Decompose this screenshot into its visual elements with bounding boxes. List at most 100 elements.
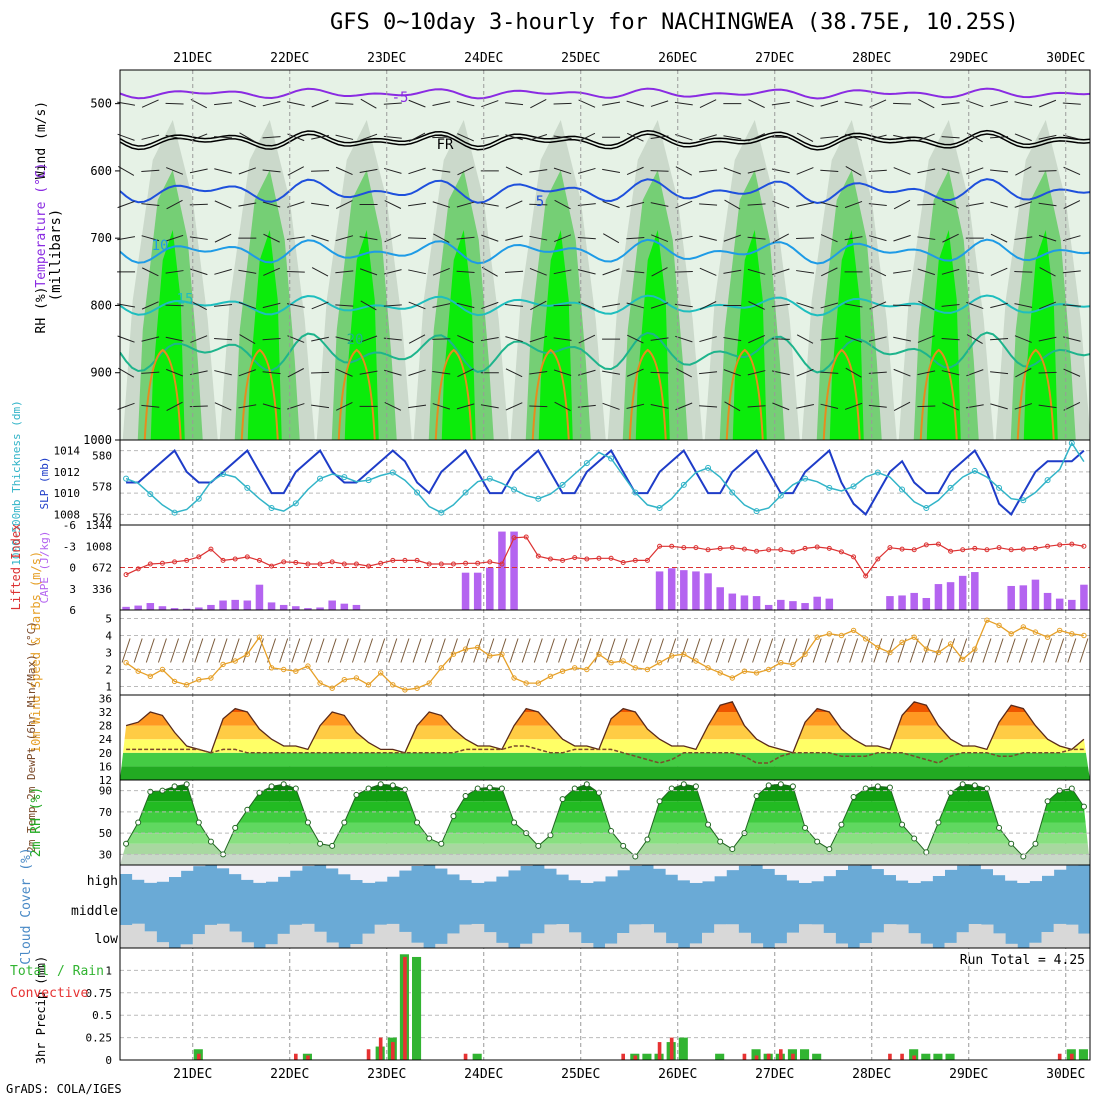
wind-barb bbox=[505, 270, 524, 273]
wind-barb bbox=[796, 334, 814, 344]
cloud-low bbox=[835, 943, 848, 948]
wind-barb bbox=[262, 201, 281, 208]
cape-bar bbox=[498, 531, 506, 610]
li-marker bbox=[1057, 542, 1063, 548]
wind-barb bbox=[433, 233, 450, 243]
thick-ylabel: 1000-500mb Thickness (dm) bbox=[10, 400, 23, 566]
wind-barbs-upper bbox=[117, 98, 1081, 412]
day-label-bottom: 22DEC bbox=[270, 1067, 309, 1082]
cape-bar bbox=[292, 606, 300, 610]
wind10-marker bbox=[814, 634, 820, 640]
wind-barb-10m bbox=[461, 638, 471, 663]
cloud-low bbox=[871, 932, 885, 948]
temp-contour-warm bbox=[531, 348, 570, 441]
cloud-low bbox=[714, 924, 727, 948]
cloud-low bbox=[702, 932, 715, 948]
cloud-low bbox=[980, 924, 994, 948]
wind10-marker bbox=[244, 651, 251, 657]
cloud-high-gap bbox=[508, 865, 521, 871]
cloud-high-gap bbox=[980, 865, 994, 870]
wind-barb bbox=[820, 302, 839, 309]
li-marker bbox=[875, 556, 881, 562]
thickness-marker bbox=[171, 509, 178, 516]
precip-conv-bar bbox=[1057, 1053, 1062, 1060]
wind-barb-10m bbox=[836, 638, 846, 663]
wind10-marker bbox=[644, 666, 651, 673]
thickness-marker bbox=[971, 467, 978, 474]
thickness-marker bbox=[947, 484, 954, 491]
wind-barb bbox=[166, 401, 183, 412]
day-label-top: 29DEC bbox=[949, 51, 988, 66]
cape-bar bbox=[510, 531, 518, 610]
cloud-low bbox=[629, 924, 642, 948]
thickness-marker bbox=[923, 505, 930, 511]
cloud-low bbox=[386, 923, 400, 948]
wind-barb-10m bbox=[715, 638, 725, 663]
li-marker bbox=[838, 549, 844, 555]
wind-barb bbox=[530, 98, 547, 109]
wind-barb-10m bbox=[303, 638, 313, 663]
cloud-high-gap bbox=[265, 865, 279, 882]
wind10-marker bbox=[850, 627, 857, 634]
cloud-low bbox=[229, 931, 242, 948]
wind-barb bbox=[311, 234, 329, 242]
wind-barb bbox=[190, 133, 208, 142]
cloud-high-gap bbox=[435, 865, 448, 869]
wind-barb-10m bbox=[339, 638, 349, 663]
wind10-marker bbox=[559, 668, 566, 674]
wind10-marker bbox=[972, 646, 978, 652]
wind-barb bbox=[408, 132, 426, 142]
wind-barb bbox=[941, 136, 960, 139]
rh-marker bbox=[1032, 840, 1039, 847]
thick-tick: 578 bbox=[92, 480, 112, 493]
rh-tick: 70 bbox=[99, 806, 112, 819]
wind-barb-10m bbox=[327, 638, 337, 663]
wind10-marker bbox=[390, 682, 396, 688]
cape-bar bbox=[279, 604, 288, 610]
wind-barb-10m bbox=[958, 638, 968, 663]
li-marker bbox=[463, 560, 469, 566]
precip-conv-bar bbox=[403, 956, 407, 1060]
wind-barb bbox=[1014, 133, 1032, 142]
wind-barb bbox=[893, 134, 911, 140]
rh-marker bbox=[486, 784, 493, 791]
cloud-high-gap bbox=[665, 865, 679, 875]
precip-total-bar bbox=[921, 1053, 931, 1060]
wind-barb bbox=[505, 235, 523, 241]
cloud-low bbox=[495, 942, 509, 948]
thickness-marker bbox=[729, 489, 736, 496]
ua-ytick-label: 600 bbox=[90, 164, 112, 178]
wind-barb bbox=[1014, 403, 1033, 410]
wind-barb bbox=[118, 367, 135, 378]
cloud-low bbox=[362, 933, 376, 948]
cloud-high-gap bbox=[398, 865, 412, 871]
wind-barb bbox=[577, 269, 596, 275]
wind-barb bbox=[1062, 102, 1081, 105]
li-marker bbox=[669, 543, 675, 549]
cloud-low bbox=[180, 944, 194, 948]
li-marker bbox=[572, 555, 578, 561]
li-tick: -6 bbox=[63, 519, 76, 532]
wind-barb bbox=[141, 99, 159, 108]
thickness-marker bbox=[850, 483, 857, 490]
wind10-marker bbox=[487, 653, 493, 659]
slp-tick: 1012 bbox=[54, 466, 81, 479]
li-marker bbox=[353, 561, 359, 567]
rh-band bbox=[120, 784, 1090, 791]
rh-marker bbox=[1044, 798, 1051, 805]
li-marker bbox=[366, 563, 372, 569]
precip-conv-bar bbox=[791, 1053, 795, 1060]
rh-marker bbox=[147, 788, 154, 795]
wind-barb bbox=[360, 98, 377, 109]
temp-contour bbox=[120, 331, 1090, 374]
cloud-high-gap bbox=[156, 865, 169, 882]
wind-barb bbox=[287, 368, 304, 378]
temp-tick: 32 bbox=[99, 706, 112, 719]
day-label-bottom: 21DEC bbox=[173, 1067, 212, 1082]
wind-barb bbox=[893, 199, 911, 210]
wind-tick: 2 bbox=[105, 664, 112, 677]
wind10-marker bbox=[511, 675, 517, 681]
cloud-low bbox=[568, 932, 582, 948]
wind-barb bbox=[238, 404, 257, 409]
wind-barb bbox=[699, 203, 718, 206]
